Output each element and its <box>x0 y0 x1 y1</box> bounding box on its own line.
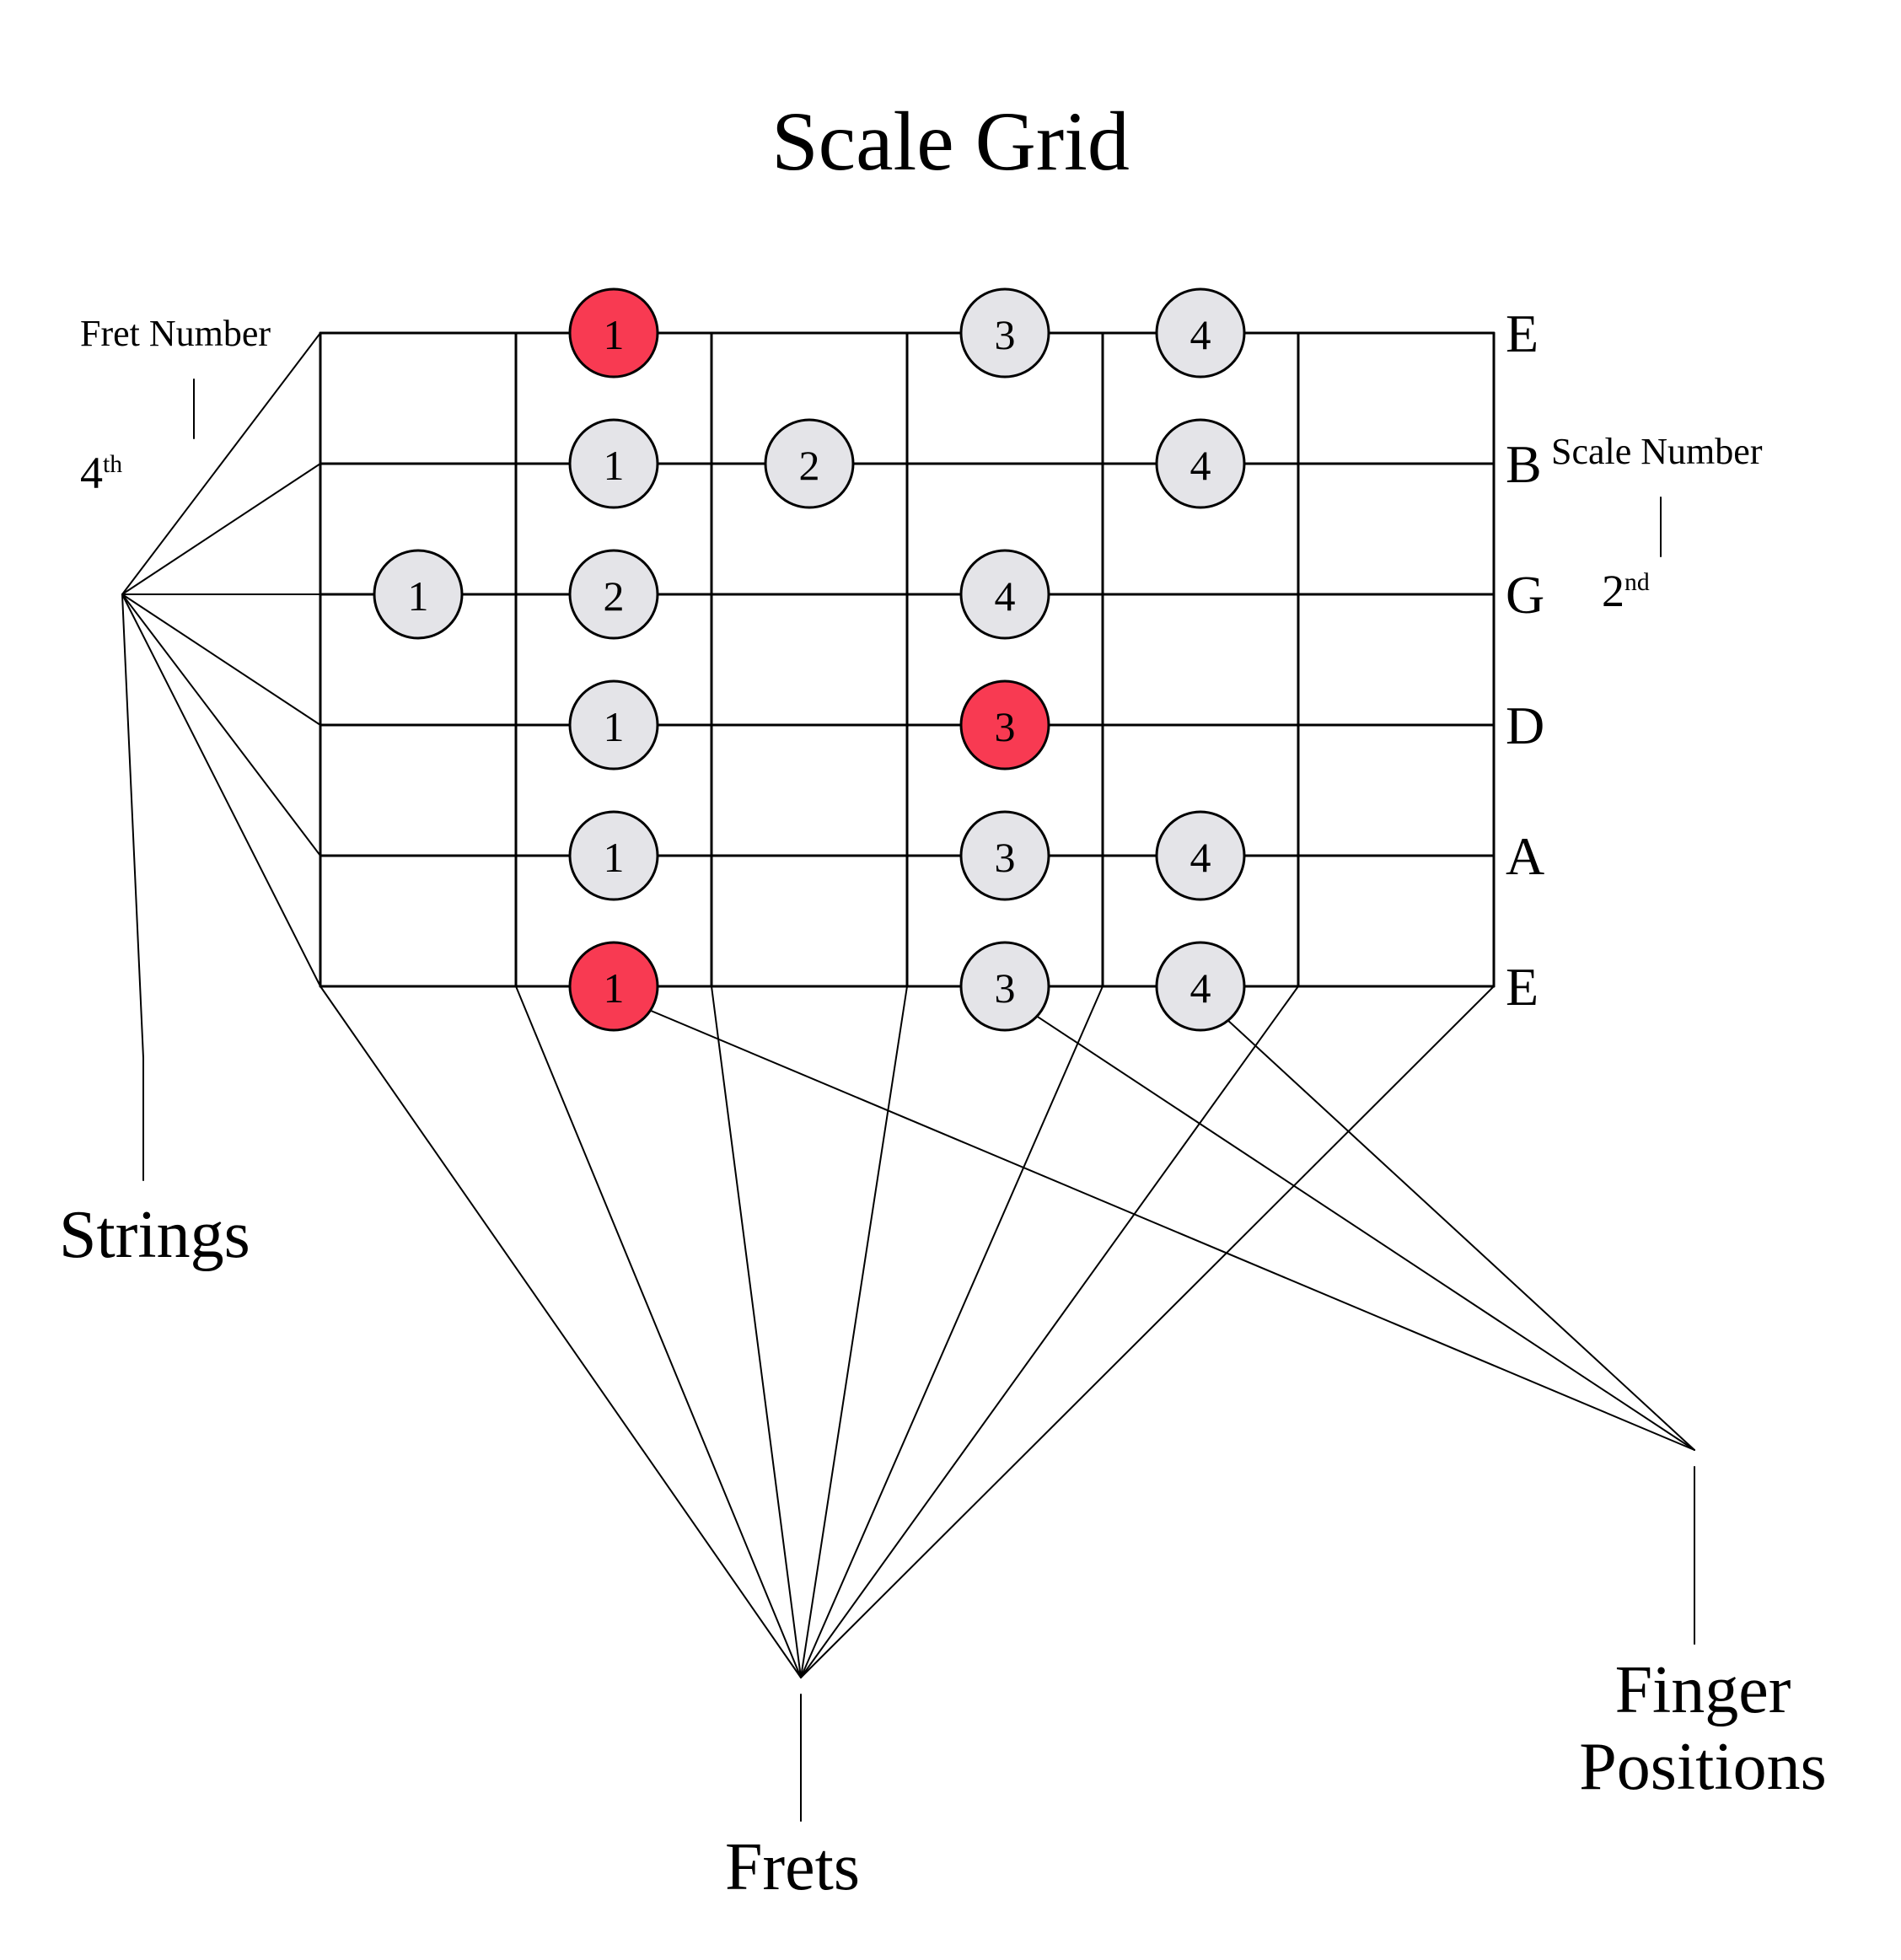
finger-dot-label: 2 <box>799 442 820 489</box>
string-name: E <box>1506 303 1539 365</box>
strings-label: Strings <box>59 1197 250 1274</box>
fret-number-digit: 4 <box>80 448 103 498</box>
finger-dot-label: 4 <box>1190 834 1211 881</box>
finger-positions-label: Finger Positions <box>1526 1652 1880 1806</box>
scale-number-suffix: nd <box>1624 569 1650 596</box>
finger-dot-label: 2 <box>604 572 625 620</box>
finger-dot-label: 3 <box>995 834 1016 881</box>
scale-number-value: 2nd <box>1602 565 1650 617</box>
scale-number-label: Scale Number <box>1551 430 1855 473</box>
finger-dot-label: 1 <box>604 442 625 489</box>
finger-dot-label: 1 <box>604 311 625 358</box>
string-name: B <box>1506 433 1542 496</box>
finger-dot-label: 3 <box>995 311 1016 358</box>
fret-number-label: Fret Number <box>80 312 271 355</box>
string-name: E <box>1506 956 1539 1018</box>
finger-dot-label: 4 <box>1190 442 1211 489</box>
finger-dot-label: 4 <box>1190 964 1211 1012</box>
finger-dots: 1 3 4 1 2 4 1 2 4 1 3 1 3 4 1 3 4 <box>374 289 1244 1030</box>
string-name: G <box>1506 564 1544 626</box>
finger-dot-label: 1 <box>604 964 625 1012</box>
scale-number-digit: 2 <box>1602 566 1624 616</box>
fret-number-value: 4th <box>80 447 122 499</box>
string-name: D <box>1506 695 1544 757</box>
string-name: A <box>1506 825 1544 888</box>
finger-dot-label: 4 <box>995 572 1016 620</box>
finger-dot-label: 1 <box>604 703 625 750</box>
finger-dot-label: 1 <box>408 572 429 620</box>
grid-lines <box>320 333 1494 986</box>
fret-number-suffix: th <box>103 451 122 478</box>
finger-dot-label: 4 <box>1190 311 1211 358</box>
finger-dot-label: 3 <box>995 964 1016 1012</box>
finger-dot-label: 1 <box>604 834 625 881</box>
frets-label: Frets <box>725 1829 860 1906</box>
finger-positions-line1: Finger <box>1615 1653 1791 1727</box>
finger-positions-line2: Positions <box>1579 1730 1826 1804</box>
finger-dot-label: 3 <box>995 703 1016 750</box>
